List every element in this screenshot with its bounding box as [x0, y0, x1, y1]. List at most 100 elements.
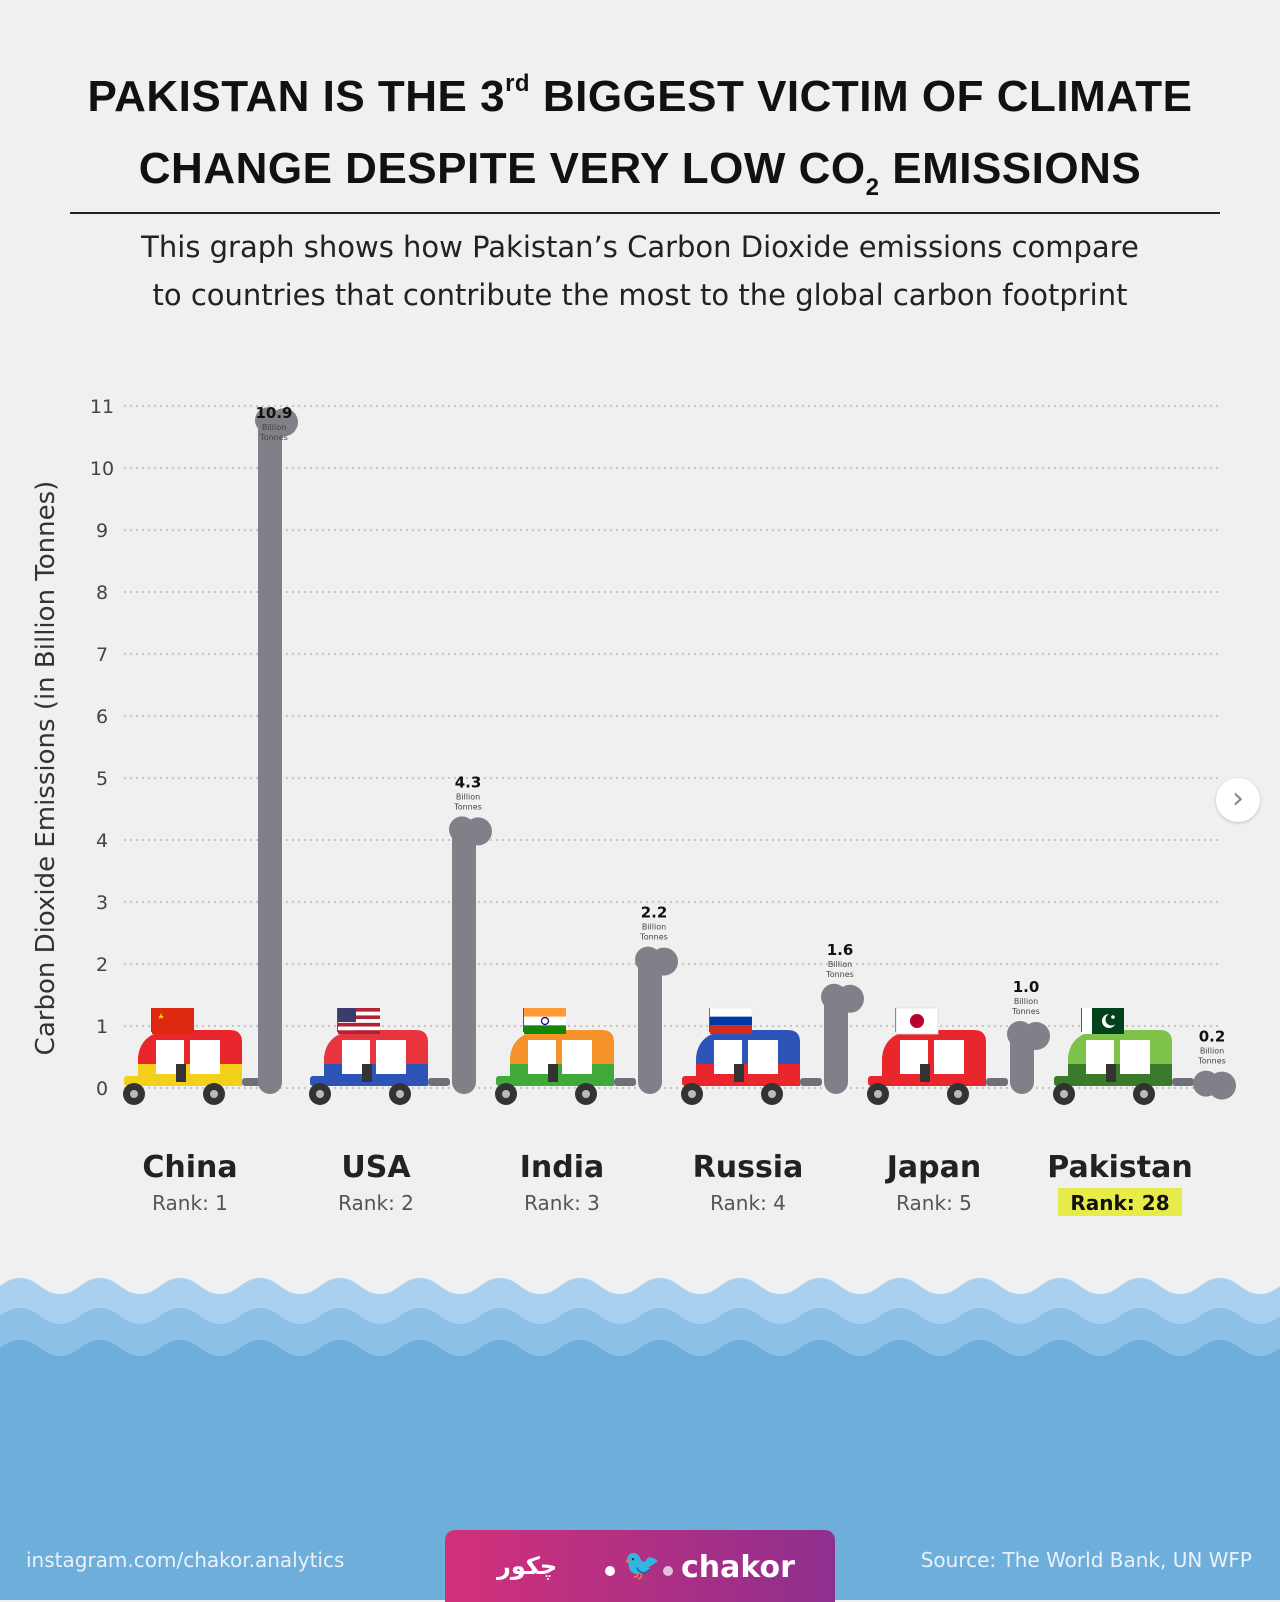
title-line-1: PAKISTAN IS THE 3rd BIGGEST VICTIM OF CL… [87, 70, 1193, 121]
y-tick-label: 11 [90, 396, 114, 418]
emissions-chart: 0 1 2 3 4 5 6 7 8 9 10 11 Carbon Dioxide Emissions (… [31, 396, 1236, 1216]
y-tick-label: 7 [96, 644, 108, 666]
value-unit: Billion [262, 423, 286, 432]
value-unit: Billion [1200, 1047, 1224, 1056]
value-unit: Billion [642, 923, 666, 932]
smoke-puff [1193, 1070, 1219, 1097]
rickshaw-seat [920, 1064, 930, 1082]
y-tick-label: 3 [96, 892, 108, 914]
flag-field [152, 1008, 194, 1034]
rank-label: Rank: 3 [524, 1191, 600, 1215]
rank-label: Rank: 4 [710, 1191, 786, 1215]
value-label: 10.9 [255, 404, 292, 422]
value-unit: Billion [828, 960, 852, 969]
wheel-hub [1140, 1090, 1148, 1098]
rickshaw-icon [123, 1030, 242, 1105]
rank-label: Rank: 2 [338, 1191, 414, 1215]
flag-stripe [710, 1016, 752, 1026]
rickshaw-nose [496, 1076, 514, 1086]
y-tick-label: 10 [90, 458, 114, 480]
exhaust-pipe [986, 1078, 1008, 1086]
rickshaw-nose [124, 1076, 142, 1086]
wheel-hub [768, 1090, 776, 1098]
brand-name: chakor [681, 1550, 795, 1585]
wave-layer-dark [0, 1340, 1280, 1600]
rickshaw-nose [1054, 1076, 1072, 1086]
exhaust-pipe [614, 1078, 636, 1086]
rickshaw-nose [868, 1076, 886, 1086]
value-label: 1.0 [1013, 978, 1040, 996]
smoke-puff [255, 407, 281, 434]
rickshaw-window [376, 1040, 406, 1074]
y-tick-label: 9 [96, 520, 108, 542]
value-unit: Tonnes [1197, 1057, 1226, 1066]
flag-star [1111, 1015, 1115, 1019]
subtitle-line-2: to countries that contribute the most to… [152, 278, 1128, 312]
instagram-handle[interactable]: instagram.com/chakor.analytics [26, 1548, 345, 1572]
y-tick-label: 2 [96, 954, 108, 976]
y-tick-label: 6 [96, 706, 108, 728]
value-unit: Tonnes [825, 970, 854, 979]
title-line-2: CHANGE DESPITE VERY LOW CO2 EMISSIONS [138, 144, 1142, 201]
wheel-hub [316, 1090, 324, 1098]
value-label: 1.6 [827, 941, 854, 959]
value-unit: Tonnes [639, 933, 668, 942]
category-label: China [142, 1150, 237, 1185]
next-slide-button[interactable]: › [1216, 778, 1260, 822]
wheel-hub [130, 1090, 138, 1098]
value-unit: Tonnes [453, 802, 482, 811]
flag-stripe [338, 1019, 380, 1023]
rickshaw-seat [362, 1064, 372, 1082]
india-flag [524, 1008, 566, 1034]
value-label: 2.2 [641, 904, 668, 922]
category-label: USA [341, 1150, 411, 1185]
usa-flag [338, 1008, 380, 1034]
smoke-bar [638, 951, 662, 1094]
rickshaw-seat [176, 1064, 186, 1082]
pakistan-flag [1082, 1008, 1124, 1034]
rickshaw-icon [681, 1030, 800, 1105]
exhaust-pipe [428, 1078, 450, 1086]
rickshaw-icon [1053, 1030, 1172, 1105]
china-flag [152, 1008, 194, 1034]
exhaust-pipe [800, 1078, 822, 1086]
rickshaw-seat [548, 1064, 558, 1082]
title-divider [70, 212, 1220, 214]
rickshaw-icon [495, 1030, 614, 1105]
flag-crescent-cut [1105, 1013, 1118, 1026]
category-label: India [520, 1150, 605, 1185]
value-unit: Billion [456, 792, 480, 801]
water-waves [0, 1278, 1280, 1600]
flag-hoist [1082, 1008, 1092, 1034]
value-label: 0.2 [1199, 1028, 1226, 1046]
rickshaw-window [1120, 1040, 1150, 1074]
wheel-hub [502, 1090, 510, 1098]
flag-sun [910, 1014, 924, 1028]
wheel-hub [582, 1090, 590, 1098]
flag-stripe [709, 1007, 753, 1017]
smoke-bar [258, 412, 282, 1094]
y-tick-label: 8 [96, 582, 108, 604]
category-label: Japan [885, 1150, 981, 1185]
flag-stripe [338, 1022, 380, 1027]
value-unit: Tonnes [1011, 1007, 1040, 1016]
flag-stripe [524, 1025, 566, 1034]
value-unit: Tonnes [259, 433, 288, 442]
flag-star [158, 1013, 164, 1019]
flag-stripe [338, 1015, 380, 1020]
y-tick-label: 5 [96, 768, 108, 790]
rickshaw-seat [1106, 1064, 1116, 1082]
subtitle-line-1: This graph shows how Pakistan’s Carbon D… [141, 230, 1139, 264]
value-label: 4.3 [455, 773, 482, 791]
category-label: Russia [693, 1150, 804, 1185]
flag-canton [338, 1008, 356, 1022]
rank-label: Rank: 5 [896, 1191, 972, 1215]
flag-wheel [540, 1016, 550, 1026]
rank-label: Rank: 28 [1070, 1191, 1169, 1215]
smoke-bar [824, 988, 848, 1094]
